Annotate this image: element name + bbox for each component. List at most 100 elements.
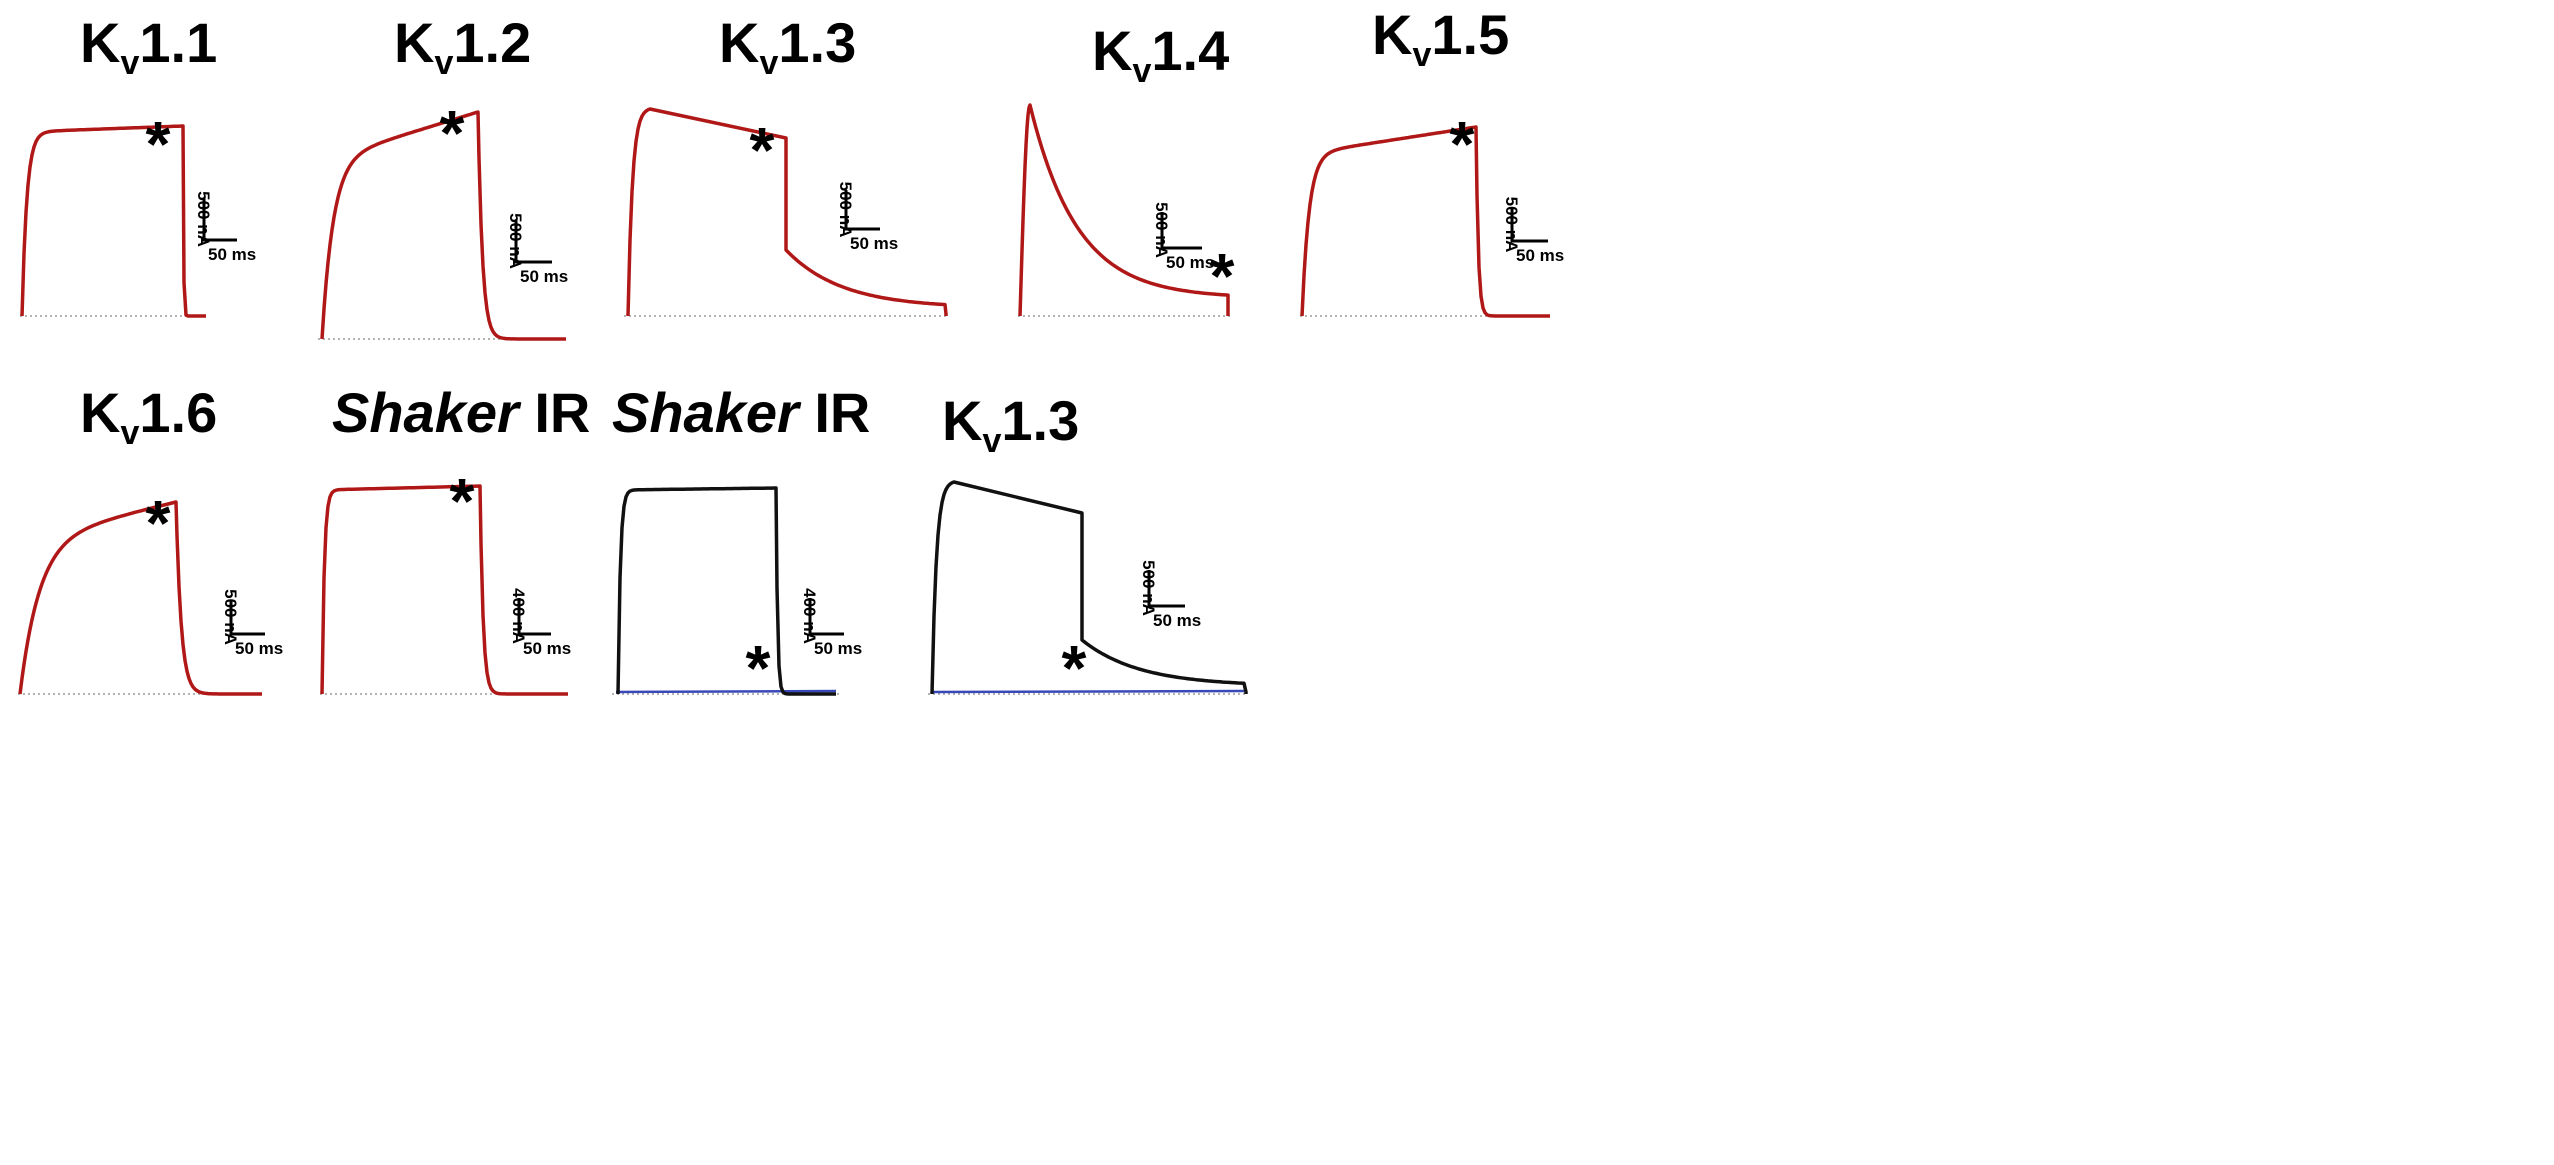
scale-bar-lines	[1147, 570, 1185, 608]
panel-title-rest: 1.6	[139, 381, 217, 444]
panel-title-main: K	[80, 381, 120, 444]
series-blue-trace	[615, 689, 837, 694]
scale-bar-x-label: 50 ms	[520, 267, 568, 286]
panel-title-subscript: v	[1132, 52, 1151, 90]
panel-title-rest: 1.5	[1431, 3, 1509, 66]
panel-title: Shaker IR	[332, 381, 590, 444]
scale-bar-lines	[808, 598, 844, 636]
scale-bar-y-label: 500 nA	[1139, 560, 1158, 616]
series-trace	[1018, 103, 1230, 317]
panel-title: Kv1.5	[1372, 3, 1509, 74]
scale-bar-y-label: 500 nA	[506, 213, 525, 269]
scale-bar-y-label: 400 nA	[509, 588, 528, 644]
asterisk-marker: *	[1450, 108, 1475, 180]
series-trace	[320, 110, 567, 341]
panel-title-main: K	[942, 389, 982, 452]
series-trace	[930, 480, 1248, 695]
asterisk-marker: *	[146, 108, 171, 180]
scale-bar-x-label: 50 ms	[850, 234, 898, 253]
series-trace	[18, 500, 263, 696]
panel-title-italic: Shaker	[332, 381, 522, 444]
scale-bar-y-label: 500 nA	[1152, 202, 1171, 258]
panel-title-main: K	[719, 11, 759, 74]
scale-bar-x-label: 50 ms	[814, 639, 862, 658]
scale-bar-y-label: 500 nA	[836, 182, 855, 238]
series-trace	[616, 486, 837, 696]
scale-bar-lines	[517, 598, 551, 636]
panel-title-subscript: v	[120, 414, 139, 452]
panel-title-rest: 1.3	[778, 11, 856, 74]
panel-title: Kv1.4	[1092, 19, 1229, 90]
scale-bar-lines	[1160, 212, 1202, 250]
panel-title-main: K	[80, 11, 120, 74]
panel-title-subscript: v	[120, 44, 139, 82]
panel-title-rest: IR	[799, 381, 871, 444]
asterisk-marker: *	[746, 632, 771, 704]
series-trace	[626, 107, 948, 317]
panel-title: Kv1.1	[80, 11, 217, 82]
panel-title-italic: Shaker	[612, 381, 802, 444]
panel-title-rest: 1.4	[1151, 19, 1229, 82]
asterisk-marker: *	[750, 114, 775, 186]
scale-bar-lines	[1510, 208, 1548, 243]
scale-bar-y-label: 500 nA	[1502, 197, 1521, 253]
asterisk-marker: *	[450, 465, 475, 537]
series-trace	[1300, 125, 1551, 318]
series-blue-trace	[931, 689, 1245, 694]
scale-bar-x-label: 50 ms	[235, 639, 283, 658]
asterisk-marker: *	[440, 97, 465, 169]
scale-bar-x-label: 50 ms	[1166, 253, 1214, 272]
panel-title: Kv1.6	[80, 381, 217, 452]
panel-title-rest: 1.2	[453, 11, 531, 74]
scale-bar-x-label: 50 ms	[1153, 611, 1201, 630]
scale-bar-x-label: 50 ms	[1516, 246, 1564, 265]
panel-title: Kv1.3	[942, 389, 1079, 460]
panel-title: Shaker IR	[612, 381, 870, 444]
asterisk-marker: *	[1210, 240, 1235, 312]
scale-bar-lines	[514, 220, 552, 264]
scale-bar-y-label: 500 nA	[221, 589, 240, 645]
panel-title-subscript: v	[982, 422, 1001, 460]
panel-title-rest: 1.3	[1001, 389, 1079, 452]
asterisk-marker: *	[1062, 632, 1087, 704]
scale-bar-lines	[844, 190, 880, 231]
asterisk-marker: *	[146, 487, 171, 559]
panel-title: Kv1.3	[719, 11, 856, 82]
scale-bar-x-label: 50 ms	[208, 245, 256, 264]
panel-title-rest: 1.1	[139, 11, 217, 74]
panel-title-main: K	[394, 11, 434, 74]
panel-title-subscript: v	[434, 44, 453, 82]
scale-bar-y-label: 500 nA	[194, 191, 213, 247]
scale-bar-lines	[229, 600, 265, 636]
panel-title: Kv1.2	[394, 11, 531, 82]
scale-bar-lines	[202, 198, 237, 242]
series-trace	[20, 124, 206, 318]
panel-title-rest: IR	[519, 381, 591, 444]
scale-bar-y-label: 400 nA	[800, 588, 819, 644]
panel-title-subscript: v	[759, 44, 778, 82]
scale-bar-x-label: 50 ms	[523, 639, 571, 658]
panel-title-main: K	[1372, 3, 1412, 66]
panel-title-subscript: v	[1412, 36, 1431, 74]
series-trace	[320, 484, 569, 696]
panel-title-main: K	[1092, 19, 1132, 82]
